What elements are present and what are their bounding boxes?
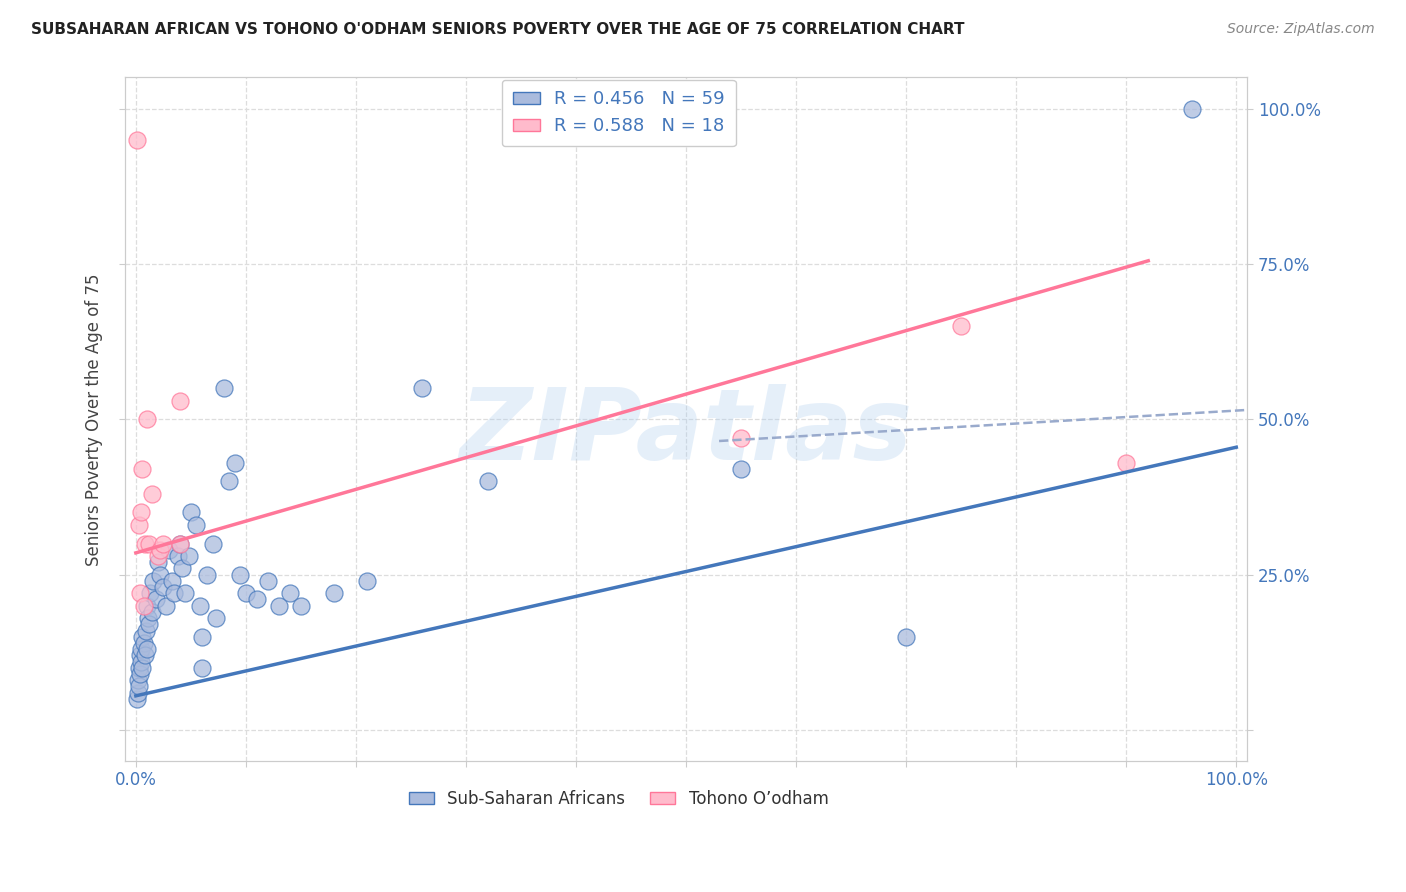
Point	[356, 574, 378, 588]
Point	[138, 617, 160, 632]
Point	[174, 586, 197, 600]
Point	[169, 536, 191, 550]
Point	[1115, 456, 1137, 470]
Point	[134, 536, 156, 550]
Point	[169, 393, 191, 408]
Point	[129, 667, 152, 681]
Point	[730, 431, 752, 445]
Point	[128, 517, 150, 532]
Text: SUBSAHARAN AFRICAN VS TOHONO O'ODHAM SENIORS POVERTY OVER THE AGE OF 75 CORRELAT: SUBSAHARAN AFRICAN VS TOHONO O'ODHAM SEN…	[31, 22, 965, 37]
Point	[155, 599, 177, 613]
Point	[131, 642, 153, 657]
Point	[169, 536, 191, 550]
Point	[177, 549, 200, 563]
Point	[131, 506, 153, 520]
Point	[129, 586, 152, 600]
Point	[135, 624, 157, 638]
Point	[191, 630, 214, 644]
Point	[134, 648, 156, 663]
Point	[135, 412, 157, 426]
Point	[131, 462, 153, 476]
Y-axis label: Seniors Poverty Over the Age of 75: Seniors Poverty Over the Age of 75	[86, 273, 103, 566]
Point	[730, 462, 752, 476]
Point	[191, 661, 214, 675]
Point	[132, 599, 155, 613]
Point	[149, 567, 172, 582]
Text: ZIPatlas: ZIPatlas	[460, 384, 912, 482]
Point	[141, 487, 163, 501]
Point	[157, 542, 180, 557]
Point	[139, 586, 162, 600]
Point	[135, 642, 157, 657]
Point	[163, 586, 186, 600]
Point	[152, 580, 174, 594]
Point	[145, 592, 167, 607]
Point	[128, 680, 150, 694]
Point	[131, 630, 153, 644]
Point	[180, 506, 202, 520]
Point	[257, 574, 280, 588]
Point	[205, 611, 228, 625]
Point	[950, 319, 973, 334]
Point	[146, 555, 169, 569]
Point	[1181, 102, 1204, 116]
Point	[142, 574, 165, 588]
Point	[322, 586, 344, 600]
Point	[201, 536, 224, 550]
Point	[246, 592, 269, 607]
Point	[188, 599, 211, 613]
Point	[218, 475, 240, 489]
Point	[411, 381, 433, 395]
Legend: Sub-Saharan Africans, Tohono O’odham: Sub-Saharan Africans, Tohono O’odham	[402, 783, 835, 814]
Point	[224, 456, 246, 470]
Point	[132, 636, 155, 650]
Point	[129, 648, 152, 663]
Point	[186, 517, 208, 532]
Point	[195, 567, 218, 582]
Point	[235, 586, 257, 600]
Text: Source: ZipAtlas.com: Source: ZipAtlas.com	[1227, 22, 1375, 37]
Point	[160, 574, 183, 588]
Point	[127, 673, 149, 688]
Point	[141, 605, 163, 619]
Point	[136, 611, 159, 625]
Point	[152, 536, 174, 550]
Point	[278, 586, 301, 600]
Point	[131, 661, 153, 675]
Point	[131, 655, 153, 669]
Point	[229, 567, 252, 582]
Point	[290, 599, 312, 613]
Point	[125, 692, 148, 706]
Point	[127, 686, 149, 700]
Point	[149, 542, 172, 557]
Point	[212, 381, 235, 395]
Point	[138, 536, 160, 550]
Point	[128, 661, 150, 675]
Point	[135, 599, 157, 613]
Point	[166, 549, 188, 563]
Point	[146, 549, 169, 563]
Point	[477, 475, 499, 489]
Point	[125, 132, 148, 146]
Point	[170, 561, 193, 575]
Point	[894, 630, 917, 644]
Point	[267, 599, 290, 613]
